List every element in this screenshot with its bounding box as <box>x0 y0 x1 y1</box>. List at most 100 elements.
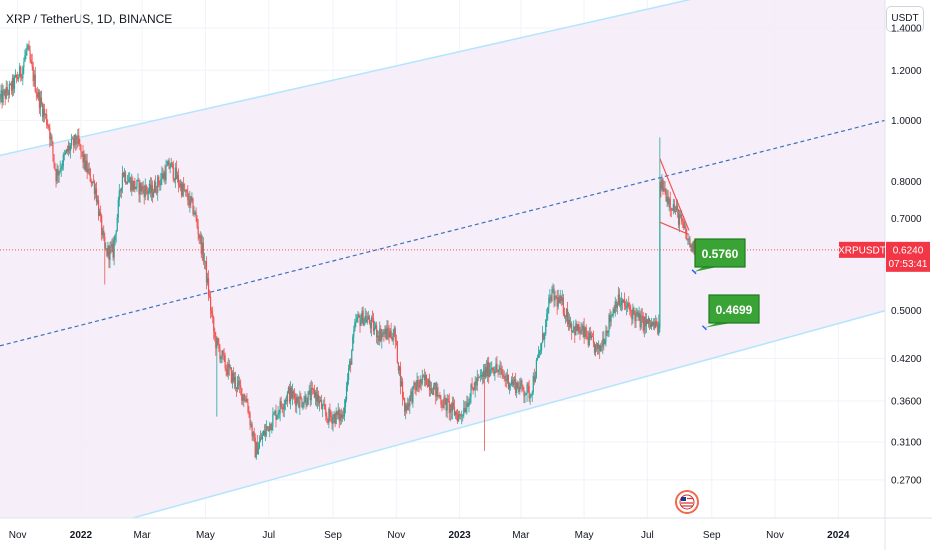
candle-body <box>260 437 263 440</box>
candle-body <box>488 362 490 377</box>
candle-body <box>437 387 439 397</box>
candle-body <box>267 426 269 428</box>
candle-body <box>96 200 99 202</box>
candle-body <box>105 248 107 250</box>
candle-body <box>148 183 151 192</box>
candle-body <box>446 398 448 411</box>
candle-body <box>364 315 366 319</box>
candle-body <box>418 386 420 388</box>
candle-body <box>198 234 200 239</box>
candle-body <box>463 408 465 416</box>
candle-body <box>123 172 126 177</box>
candle-body <box>147 191 149 194</box>
candle-body <box>680 214 682 216</box>
candle-body <box>24 55 26 62</box>
candle-body <box>436 387 438 397</box>
candle-body <box>88 168 90 170</box>
candle-body <box>199 235 201 239</box>
candle-body <box>36 93 38 98</box>
candle-body <box>234 376 237 388</box>
candle-body <box>249 413 251 426</box>
candle-body <box>592 336 595 343</box>
price-badge <box>886 241 930 272</box>
candle-body <box>673 204 675 212</box>
candle-body <box>247 402 249 412</box>
candle-body <box>124 172 127 183</box>
candle-body <box>469 396 471 404</box>
currency-button[interactable]: USDT <box>886 6 924 32</box>
us-flag-icon[interactable] <box>675 490 699 514</box>
candle-body <box>276 415 278 420</box>
candle-body <box>221 350 223 358</box>
candle-body <box>334 414 336 425</box>
time-axis[interactable]: Nov 2022 Mar May Jul Sep Nov 2023 Mar May Jul Sep No… <box>9 530 850 541</box>
candle-body <box>563 313 566 318</box>
candle-body <box>204 260 207 262</box>
candle-body <box>551 289 553 301</box>
candle-body <box>399 366 402 387</box>
candle-body <box>116 217 118 232</box>
candle-body <box>99 212 101 216</box>
candle-body <box>297 397 299 403</box>
candle-body <box>560 296 562 302</box>
candle-body <box>56 169 58 182</box>
candle-body <box>603 338 605 345</box>
candle-body <box>163 172 165 179</box>
x-tick-label: 2023 <box>448 530 471 541</box>
candle-body <box>656 321 658 325</box>
candle-body <box>404 397 406 412</box>
candle-body <box>480 374 483 376</box>
candle-body <box>80 144 82 152</box>
candle-body <box>195 212 197 219</box>
candle-body <box>380 328 382 341</box>
candle-body <box>608 315 610 332</box>
candle-body <box>580 329 582 334</box>
candle-body <box>97 200 100 216</box>
candle-body <box>464 408 466 413</box>
candle-body <box>423 376 425 381</box>
candle-body <box>139 183 141 195</box>
candles <box>0 40 695 460</box>
candle-body <box>630 310 632 312</box>
candle-body <box>420 379 422 384</box>
candle-body <box>232 372 235 382</box>
candle-body <box>382 332 384 335</box>
candle-body <box>409 395 411 407</box>
candle-body <box>300 396 302 400</box>
candle-body <box>119 190 121 192</box>
candle-body <box>266 426 268 430</box>
candle-body <box>299 396 301 408</box>
candle-body <box>77 135 79 144</box>
x-tick-label: 2022 <box>70 530 93 541</box>
candle-body <box>467 402 469 407</box>
candle-body <box>349 361 351 369</box>
candle-body <box>103 230 105 237</box>
candle-body <box>32 66 34 81</box>
candle-body <box>281 406 283 410</box>
candle-body <box>173 179 175 181</box>
candle-body <box>386 327 388 339</box>
candle-body <box>659 181 661 328</box>
candle-body <box>333 414 335 418</box>
candle-body <box>565 308 568 317</box>
candle-body <box>373 327 376 331</box>
candle-body <box>242 394 244 401</box>
candle-body <box>317 394 320 404</box>
candle-body <box>310 387 312 401</box>
candle-body <box>435 382 437 397</box>
candle-body <box>548 297 550 308</box>
candle-body <box>322 405 324 410</box>
candle-body <box>46 114 48 125</box>
candle-body <box>184 190 186 192</box>
candle-body <box>360 320 362 326</box>
candle-body <box>318 400 321 404</box>
candle-body <box>595 343 598 345</box>
callout-value: 0.5760 <box>702 247 739 261</box>
candle-body <box>470 384 472 397</box>
candle-body <box>280 400 282 407</box>
candle-body <box>550 296 552 301</box>
x-tick-label: Nov <box>766 530 784 541</box>
candle-body <box>515 379 517 393</box>
candle-body <box>535 360 537 378</box>
